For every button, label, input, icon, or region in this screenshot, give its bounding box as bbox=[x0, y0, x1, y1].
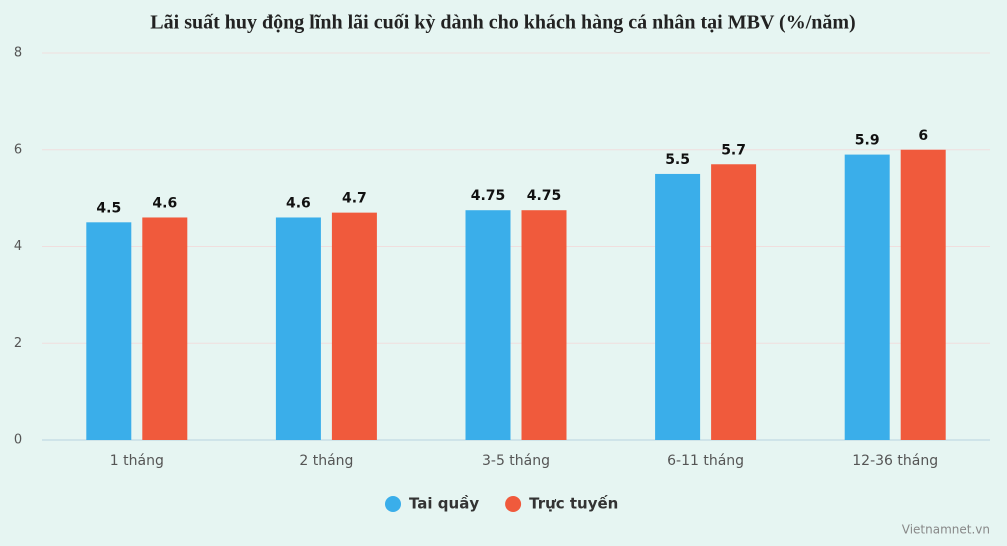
x-tick-label: 6-11 tháng bbox=[667, 453, 744, 469]
bar bbox=[142, 217, 188, 440]
y-tick-label: 4 bbox=[14, 239, 22, 254]
data-label: 4.6 bbox=[286, 195, 311, 211]
bar bbox=[900, 149, 946, 440]
legend-label: Tai quầy bbox=[409, 495, 479, 513]
legend-marker bbox=[385, 496, 401, 512]
bar bbox=[711, 164, 757, 440]
legend-label: Trực tuyến bbox=[529, 494, 618, 513]
y-tick-label: 8 bbox=[14, 46, 22, 61]
data-label: 5.5 bbox=[665, 152, 690, 168]
y-tick-label: 2 bbox=[14, 336, 22, 351]
watermark: Vietnamnet.vn bbox=[902, 523, 990, 537]
chart-title: Lãi suất huy động lĩnh lãi cuối kỳ dành … bbox=[150, 12, 855, 34]
legend-marker bbox=[505, 496, 522, 512]
x-tick-label: 1 tháng bbox=[110, 453, 164, 469]
data-label: 4.6 bbox=[152, 195, 177, 211]
y-tick-label: 0 bbox=[14, 433, 22, 448]
bar bbox=[275, 217, 321, 440]
bar bbox=[844, 154, 890, 440]
bar bbox=[86, 222, 132, 440]
data-label: 5.9 bbox=[855, 133, 880, 149]
data-label: 4.75 bbox=[471, 188, 506, 204]
bar bbox=[465, 210, 511, 440]
bar bbox=[331, 212, 377, 440]
x-tick-label: 3-5 tháng bbox=[482, 453, 550, 469]
bar bbox=[655, 173, 701, 440]
data-label: 4.75 bbox=[527, 188, 562, 204]
bar bbox=[521, 210, 567, 440]
x-tick-label: 2 tháng bbox=[299, 453, 353, 469]
data-label: 4.7 bbox=[342, 191, 367, 207]
x-tick-label: 12-36 tháng bbox=[852, 453, 938, 469]
y-tick-label: 6 bbox=[14, 142, 22, 157]
data-label: 4.5 bbox=[96, 200, 121, 216]
data-label: 6 bbox=[918, 128, 928, 144]
data-label: 5.7 bbox=[721, 142, 746, 158]
